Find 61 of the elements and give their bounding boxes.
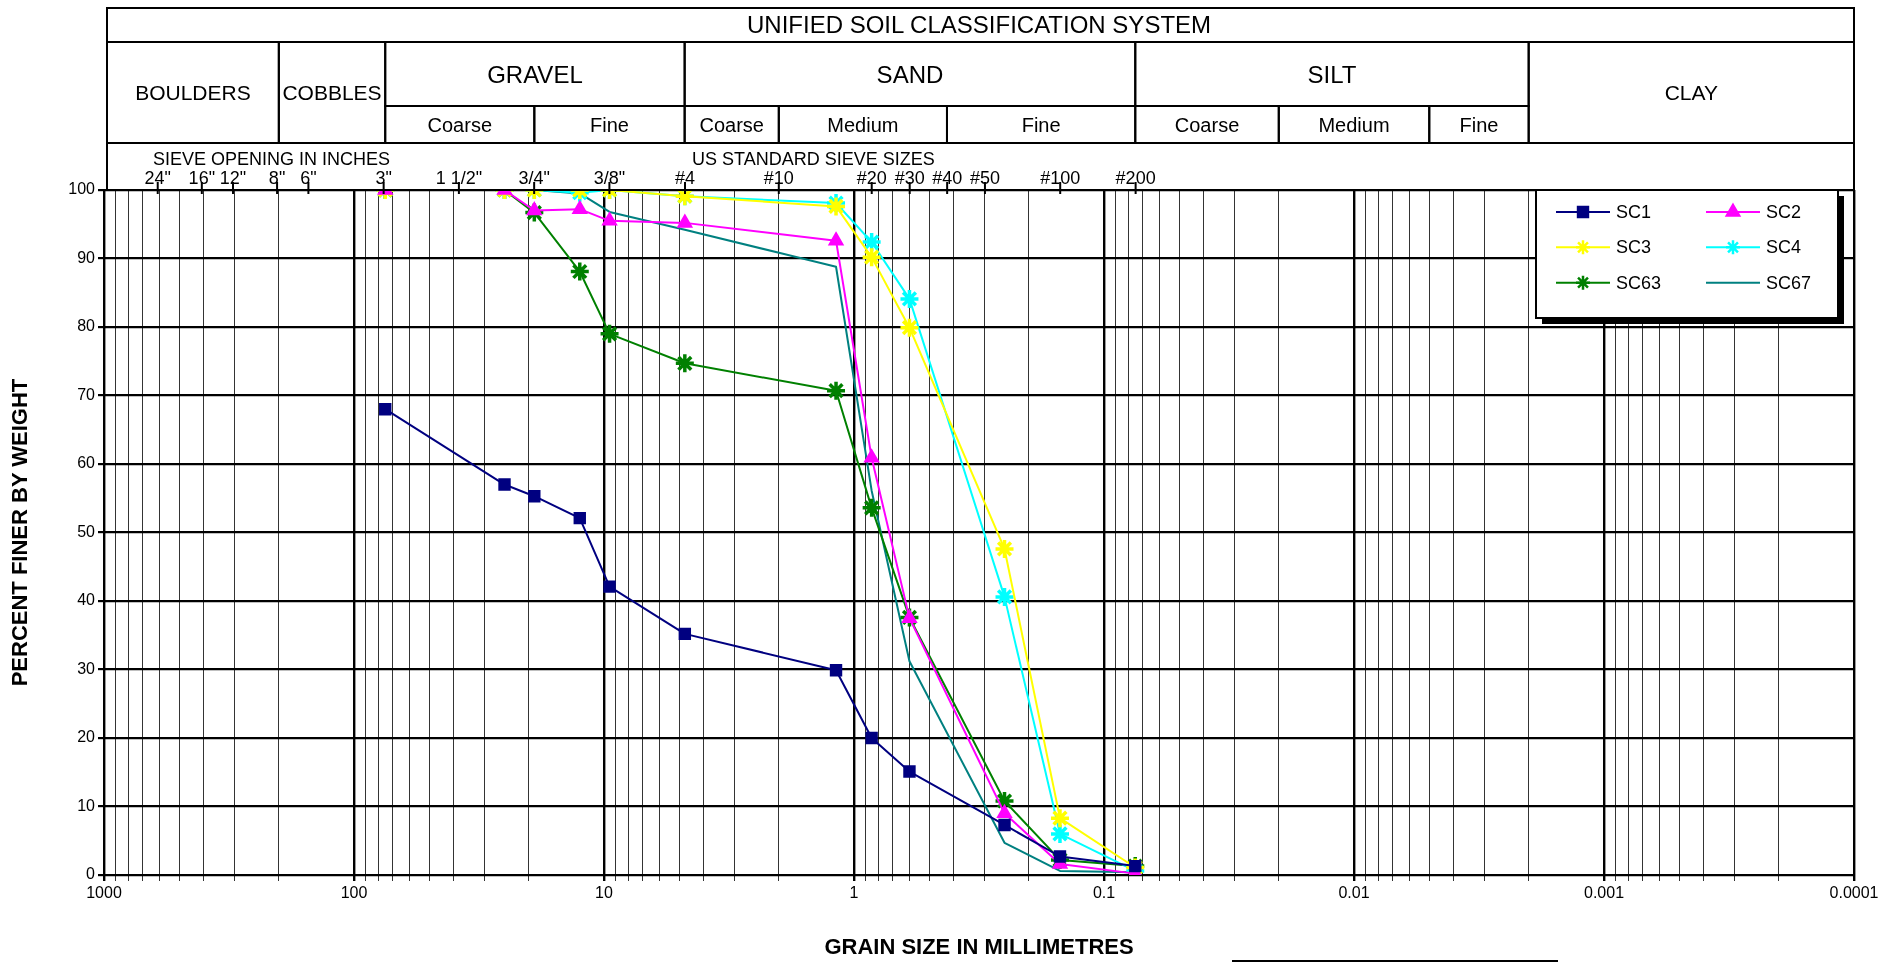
text: 6" — [300, 168, 317, 188]
text: #100 — [1040, 168, 1081, 188]
y-tick-label: 40 — [77, 591, 96, 609]
y-tick-label: 90 — [77, 248, 96, 266]
text: #50 — [969, 168, 1000, 188]
legend-label: SC67 — [1766, 272, 1812, 293]
text: 24" — [144, 168, 171, 188]
chart-title: UNIFIED SOIL CLASSIFICATION SYSTEM — [746, 10, 1212, 38]
legend-label: SC1 — [1616, 201, 1652, 222]
y-tick-label: 100 — [68, 180, 96, 198]
text: #200 — [1115, 168, 1156, 188]
text: Coarse — [427, 114, 493, 137]
text: US STANDARD SIEVE SIZES — [692, 149, 935, 169]
x-tick-label: 1000 — [86, 884, 122, 902]
text: #4 — [674, 168, 696, 188]
text: #30 — [894, 168, 925, 188]
x-tick-label: 10 — [595, 884, 613, 902]
text: Medium — [1318, 114, 1390, 137]
y-tick-label: 50 — [77, 522, 96, 540]
y-tick-label: 10 — [77, 796, 96, 814]
text: CLAY — [1664, 81, 1718, 105]
y-tick-label: 30 — [77, 659, 96, 677]
y-tick-label: 80 — [77, 317, 96, 335]
text: 8" — [268, 168, 286, 188]
text: #40 — [932, 168, 963, 188]
y-tick-label: 70 — [77, 385, 96, 403]
x-tick-label: 100 — [340, 884, 368, 902]
text: 1 1/2" — [435, 168, 483, 188]
text: Medium — [827, 114, 899, 137]
text: 3/4" — [518, 168, 550, 188]
text: Fine — [1021, 114, 1061, 137]
text: Fine — [590, 114, 629, 137]
text: SAND — [876, 60, 944, 88]
x-tick-label: 1 — [849, 884, 859, 902]
x-tick-label: 0.001 — [1583, 884, 1625, 902]
text: #20 — [856, 168, 887, 188]
y-tick-label: 60 — [77, 454, 96, 472]
y-tick-label: 20 — [77, 728, 96, 746]
text: Fine — [1459, 114, 1499, 137]
x-tick-label: 0.01 — [1338, 884, 1370, 902]
text: 3" — [375, 168, 392, 188]
text: BOULDERS — [135, 81, 251, 105]
x-tick-label: 0.1 — [1092, 884, 1116, 902]
x-axis-title: GRAIN SIZE IN MILLIMETRES — [824, 933, 1134, 959]
text: SIEVE OPENING IN INCHES — [153, 149, 391, 169]
text: Coarse — [699, 114, 764, 137]
y-tick-label: 0 — [86, 865, 96, 883]
text: SILT — [1307, 60, 1357, 88]
text: #10 — [763, 168, 794, 188]
legend-label: SC63 — [1616, 272, 1662, 293]
legend-label: SC4 — [1766, 237, 1802, 258]
text: 12" — [219, 168, 247, 188]
text: 16" — [188, 168, 216, 188]
legend-label: SC2 — [1766, 201, 1802, 222]
legend-label: SC3 — [1616, 237, 1652, 258]
text: 3/8" — [593, 168, 626, 188]
text: GRAVEL — [487, 60, 583, 88]
y-axis-title: PERCENT FINER BY WEIGHT — [7, 378, 33, 687]
x-tick-label: 0.0001 — [1829, 884, 1879, 902]
text: Coarse — [1174, 114, 1240, 137]
text: COBBLES — [282, 81, 382, 105]
